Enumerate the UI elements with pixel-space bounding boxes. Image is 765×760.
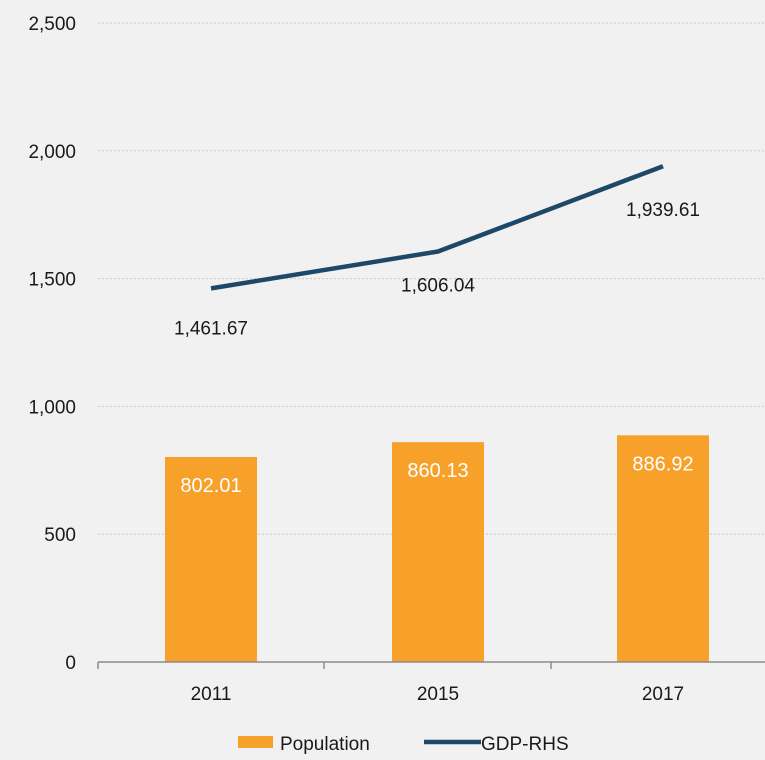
y-tick-label: 1,000 xyxy=(28,397,76,418)
legend-swatch-population xyxy=(238,736,273,748)
bar-value-label: 886.92 xyxy=(632,453,693,475)
bar-value-label: 860.13 xyxy=(407,460,468,482)
y-axis-ticks: 0 500 1,000 1,500 2,000 2,500 xyxy=(28,14,76,674)
x-tick-label: 2015 xyxy=(417,684,459,705)
bar-value-label: 802.01 xyxy=(180,475,241,497)
line-gdp xyxy=(211,166,663,288)
x-axis xyxy=(98,662,765,669)
y-tick-label: 0 xyxy=(65,653,76,674)
x-tick-label: 2017 xyxy=(642,684,684,705)
legend: Population GDP-RHS xyxy=(238,734,569,755)
y-tick-label: 1,500 xyxy=(28,270,76,291)
legend-label-population: Population xyxy=(280,734,370,755)
line-value-label: 1,461.67 xyxy=(174,318,248,339)
y-tick-label: 2,500 xyxy=(28,14,76,35)
line-series-gdp xyxy=(211,166,663,288)
legend-label-gdp: GDP-RHS xyxy=(481,734,569,755)
line-value-label: 1,939.61 xyxy=(626,200,700,221)
line-value-label: 1,606.04 xyxy=(401,275,475,296)
x-tick-label: 2011 xyxy=(191,684,232,705)
x-axis-ticks: 2011 2015 2017 xyxy=(191,684,685,705)
y-tick-label: 2,000 xyxy=(28,142,76,163)
y-tick-label: 500 xyxy=(44,525,76,546)
